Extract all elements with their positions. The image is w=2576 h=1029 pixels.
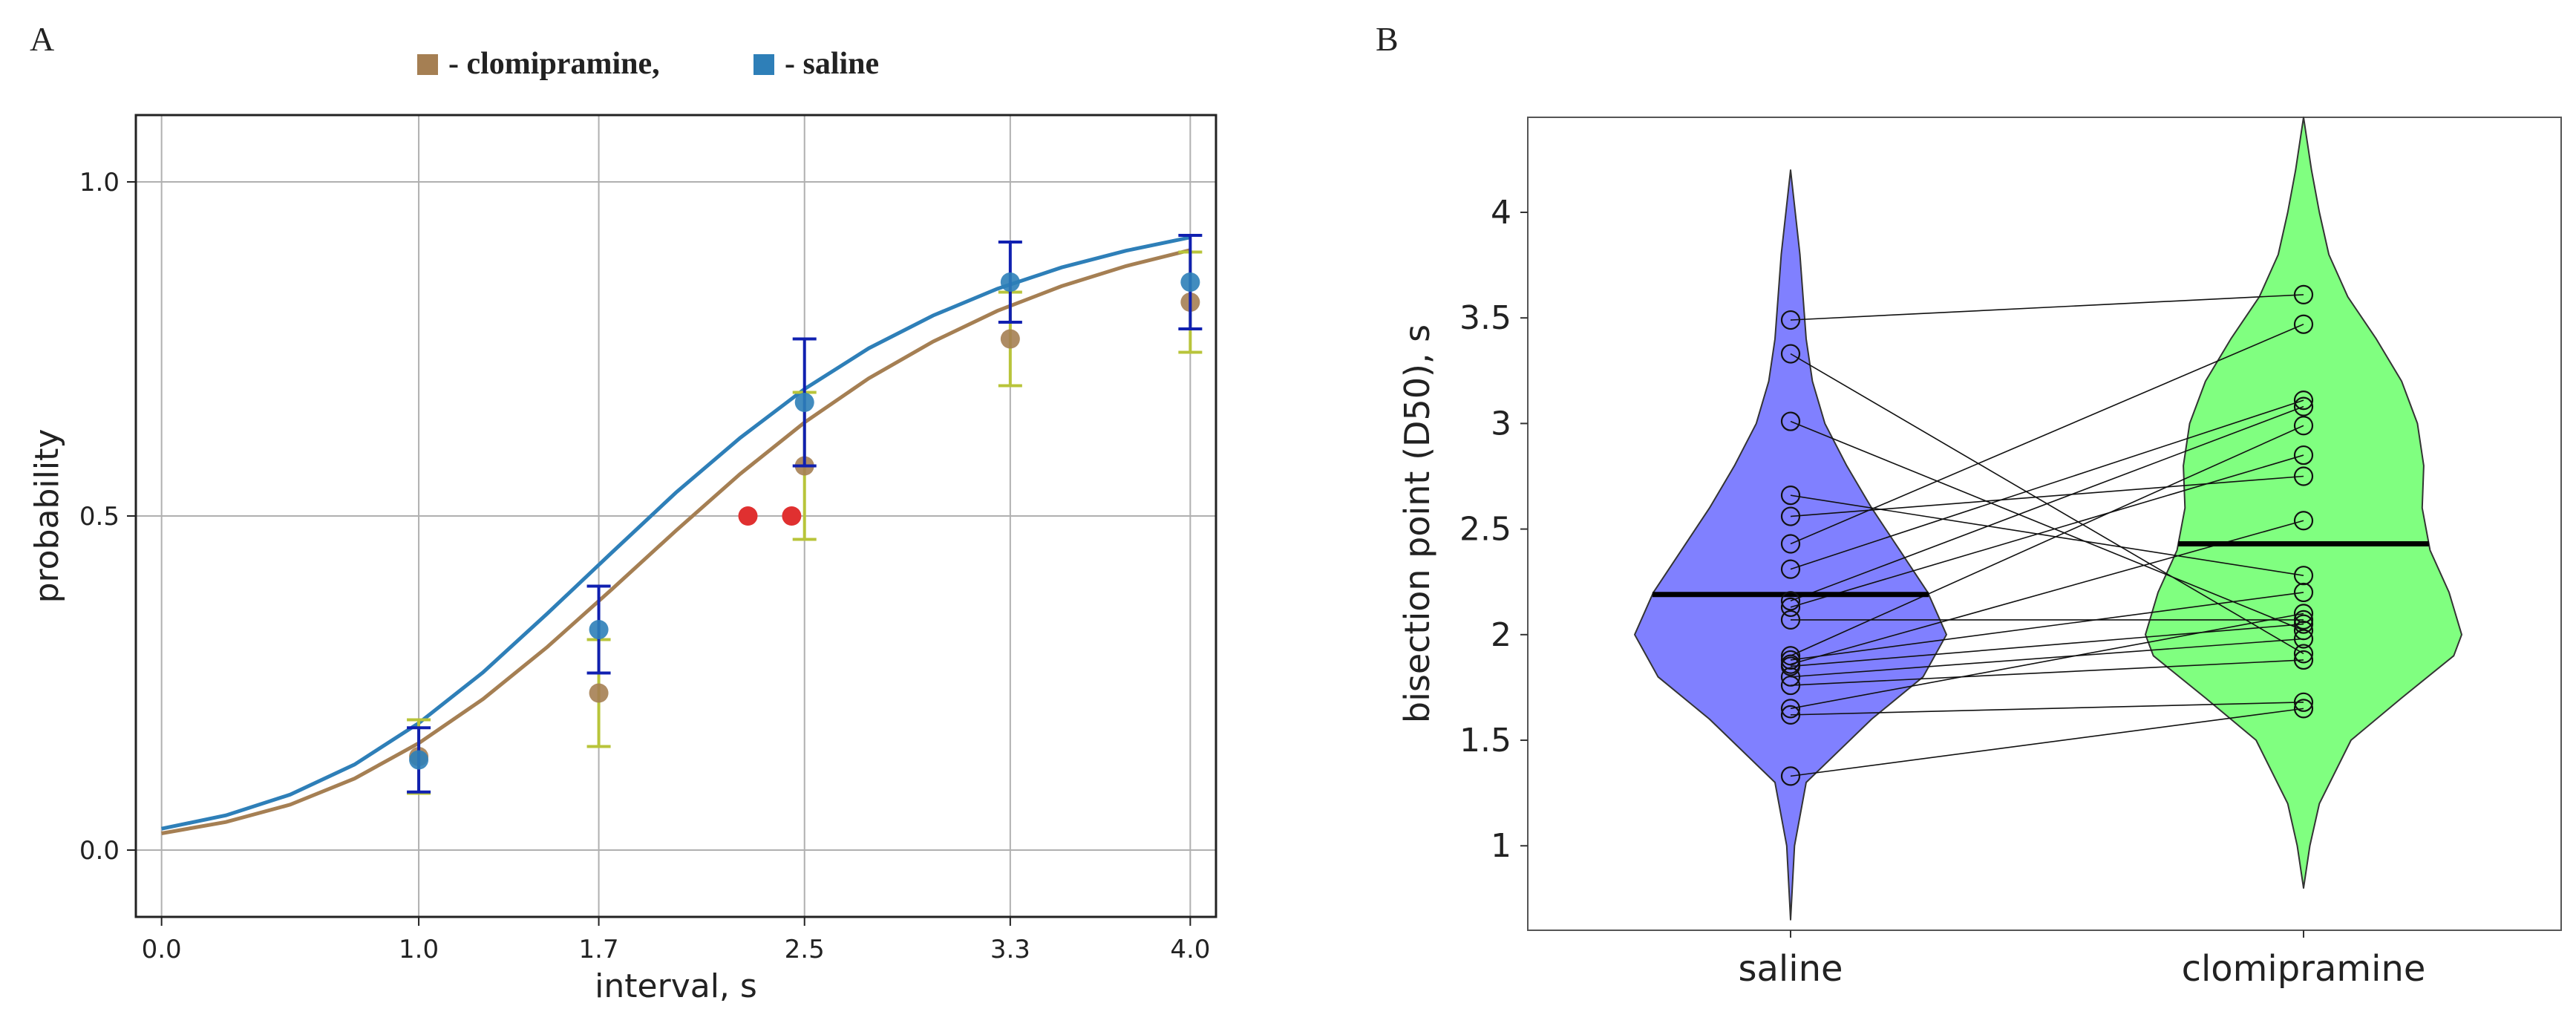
panel-b-letter: B xyxy=(1376,20,1399,58)
saline-point xyxy=(1780,705,1801,725)
saline-point xyxy=(1780,610,1801,630)
clomipramine-point xyxy=(2293,621,2314,641)
clomipramine-point xyxy=(2293,604,2314,624)
clomipramine-point xyxy=(2293,650,2314,670)
y-tick-label: 2 xyxy=(1491,616,1511,654)
clomipramine-point xyxy=(2293,644,2314,664)
plot-frame xyxy=(134,114,1217,918)
clomipramine-point xyxy=(2293,610,2314,630)
pair-line xyxy=(1790,702,2304,716)
saline-point xyxy=(1780,411,1801,431)
saline-point xyxy=(1780,591,1801,611)
clomipramine-point xyxy=(2293,391,2314,411)
violin-chart: 1 1.5 2 2.5 3 3.5 4 saline clomipramine bisection… xyxy=(1397,117,2562,990)
saline-point xyxy=(1780,766,1801,786)
clomipramine-point xyxy=(2293,445,2314,466)
pair-line xyxy=(1790,612,2304,710)
y-tick-label: 3 xyxy=(1491,405,1511,442)
x-tick-label: 0.0 xyxy=(142,935,182,964)
y-tick-label: 4 xyxy=(1491,194,1511,232)
x-tick-label: 2.5 xyxy=(785,935,825,964)
legend-label: - saline xyxy=(785,47,879,81)
pair-line xyxy=(1790,294,2304,321)
pair-line xyxy=(1790,659,2304,686)
saline-point xyxy=(409,750,429,770)
clomipramine-point xyxy=(2293,314,2314,334)
x-tick-label: 4.0 xyxy=(1170,935,1210,964)
clomipramine-point xyxy=(2293,466,2314,486)
saline-point xyxy=(1180,272,1200,292)
saline-point xyxy=(1780,344,1801,364)
clomipramine-violin xyxy=(2145,117,2462,889)
saline-point xyxy=(1780,506,1801,526)
saline-point xyxy=(1780,310,1801,330)
saline-point xyxy=(1780,597,1801,617)
saline-point xyxy=(1780,534,1801,554)
y-tick-label: 1.0 xyxy=(79,168,120,197)
x-tick-label: clomipramine xyxy=(2182,948,2426,990)
clomipramine-point xyxy=(1000,329,1020,349)
clomipramine-point xyxy=(2293,284,2314,305)
clomipramine-point xyxy=(2293,699,2314,719)
saline-point xyxy=(1780,699,1801,719)
saline-violin xyxy=(1634,169,1947,921)
x-tick-label: 3.3 xyxy=(990,935,1030,964)
saline-point xyxy=(1780,656,1801,676)
pair-line xyxy=(1790,425,2304,656)
legend-label: - clomipramine, xyxy=(448,47,660,81)
saline-point xyxy=(589,620,609,639)
clomipramine-point xyxy=(2293,692,2314,712)
panel-a-letter: A xyxy=(30,20,54,58)
pair-line xyxy=(1790,708,2304,777)
pair-line xyxy=(1790,405,2304,602)
x-tick-label: saline xyxy=(1738,948,1843,990)
pair-line xyxy=(1790,638,2304,678)
saline-point xyxy=(1780,675,1801,696)
saline-point xyxy=(794,393,814,412)
saline-point xyxy=(1780,559,1801,579)
y-tick-label: 1 xyxy=(1491,827,1511,865)
y-tick-label: 0.0 xyxy=(79,836,120,866)
y-axis-label: probability xyxy=(28,429,66,604)
saline-point xyxy=(1000,272,1020,292)
bisection-point xyxy=(738,506,758,526)
legend-swatch xyxy=(417,54,438,75)
bisection-point xyxy=(782,506,802,526)
x-tick-label: 1.7 xyxy=(579,935,619,964)
saline-point xyxy=(1780,667,1801,687)
y-tick-label: 3.5 xyxy=(1459,299,1511,337)
clomipramine-point xyxy=(2293,416,2314,436)
pair-line xyxy=(1790,420,2304,631)
probability-chart: 0.0 1.0 1.7 2.5 3.3 4.0 0.0 0.5 1.0 interval, s pr… xyxy=(28,47,1217,1005)
clomipramine-fit-curve xyxy=(161,248,1191,835)
plot-frame xyxy=(1527,117,2562,931)
clomipramine-point xyxy=(2293,582,2314,603)
clomipramine-point xyxy=(2293,629,2314,649)
pair-line xyxy=(1790,323,2304,545)
saline-point xyxy=(1780,646,1801,666)
pair-line xyxy=(1790,494,2304,576)
y-axis-label: bisection point (D50), s xyxy=(1397,324,1437,723)
clomipramine-point xyxy=(2293,614,2314,634)
pair-line xyxy=(1790,399,2304,570)
clomipramine-point xyxy=(2293,566,2314,586)
clomipramine-point xyxy=(2293,511,2314,531)
saline-point xyxy=(1780,486,1801,506)
y-tick-label: 0.5 xyxy=(79,502,120,532)
legend-swatch xyxy=(753,54,774,75)
x-axis-label: interval, s xyxy=(595,967,757,1005)
y-tick-label: 2.5 xyxy=(1459,511,1511,549)
pair-line xyxy=(1790,623,2304,667)
clomipramine-point xyxy=(589,683,609,703)
y-tick-label: 1.5 xyxy=(1459,722,1511,760)
pair-line xyxy=(1790,592,2304,661)
x-tick-label: 1.0 xyxy=(399,935,439,964)
pair-line xyxy=(1790,475,2304,517)
clomipramine-point xyxy=(2293,396,2314,416)
pair-line xyxy=(1790,454,2304,608)
saline-point xyxy=(1780,650,1801,670)
